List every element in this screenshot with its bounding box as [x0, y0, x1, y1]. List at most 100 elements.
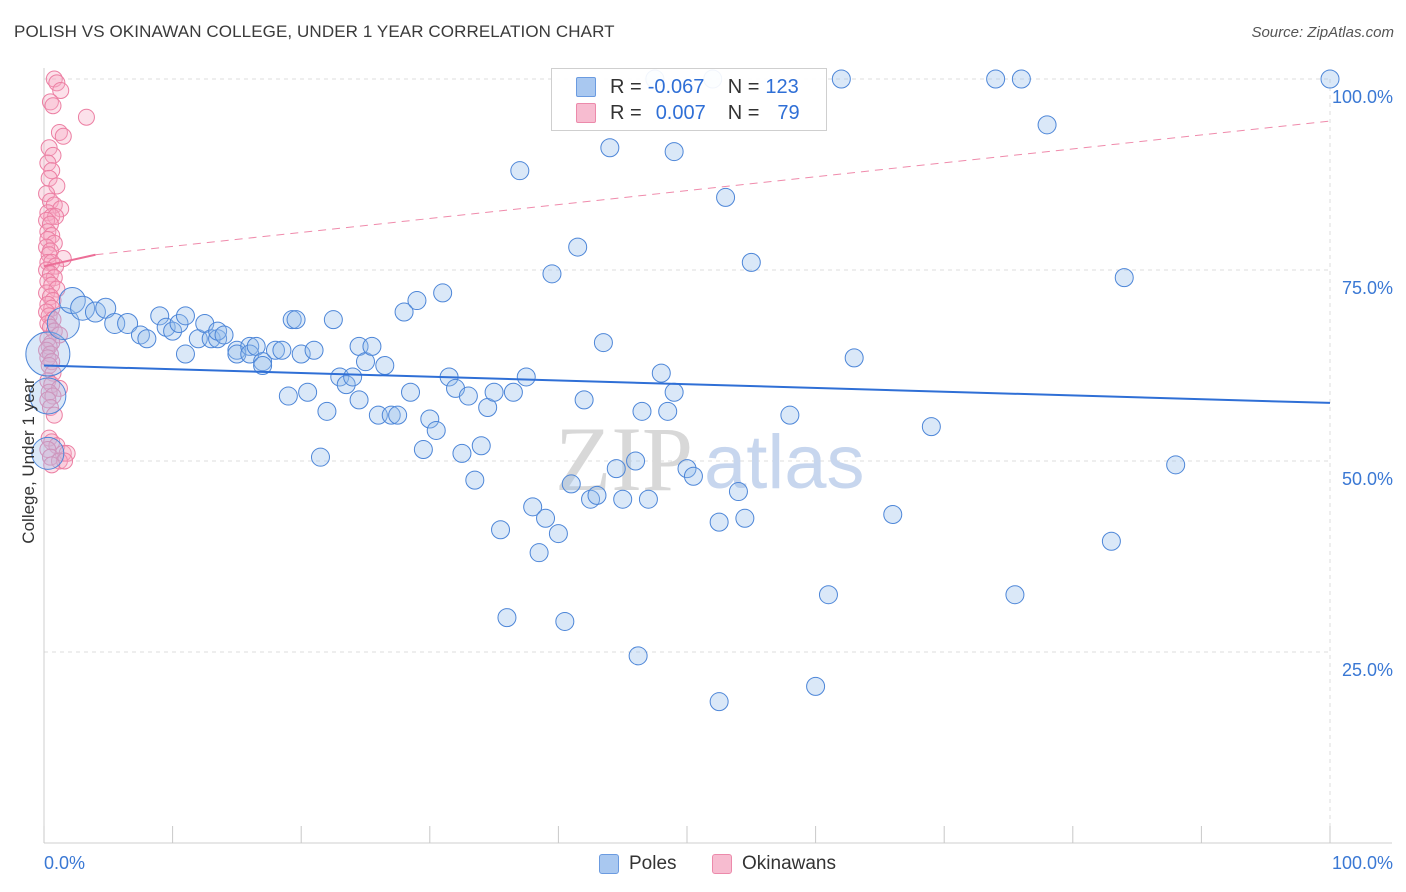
poles-point	[150, 306, 170, 326]
poles-point	[1114, 268, 1134, 288]
poles-point	[401, 382, 421, 402]
poles-point	[1101, 531, 1121, 551]
poles-point	[593, 333, 613, 353]
poles-point	[394, 302, 414, 322]
poles-point	[29, 377, 67, 415]
okinawans-swatch	[576, 103, 596, 123]
poles-point	[568, 237, 588, 257]
poles-point	[626, 451, 646, 471]
poles-point	[587, 485, 607, 505]
poles-point	[561, 474, 581, 494]
poles-point	[278, 386, 298, 406]
poles-point	[574, 390, 594, 410]
watermark-zip: ZIP	[555, 408, 693, 510]
watermark: ZIP atlas	[555, 408, 865, 510]
poles-point	[465, 470, 485, 490]
poles-point	[523, 497, 543, 517]
poles-point	[728, 482, 748, 502]
poles-point	[613, 489, 633, 509]
poles-point	[510, 161, 530, 181]
poles-point	[317, 401, 337, 421]
poles-point	[632, 401, 652, 421]
poles-point	[536, 508, 556, 528]
poles-point	[272, 340, 292, 360]
poles-point	[503, 382, 523, 402]
poles-legend-swatch	[599, 854, 619, 874]
okinawans-point	[48, 74, 66, 92]
poles-point	[323, 310, 343, 330]
poles-point	[921, 417, 941, 437]
poles-point	[831, 69, 851, 89]
poles-point	[542, 264, 562, 284]
poles-point	[240, 336, 260, 356]
poles-point	[104, 312, 126, 334]
legend-row-okinawans: R = 0.007 N = 79	[576, 100, 800, 126]
poles-point	[651, 363, 671, 383]
x-tick-label-min: 0.0%	[44, 853, 85, 873]
okinawans-n-value: 79	[777, 101, 800, 124]
poles-point	[70, 295, 96, 321]
poles-point	[986, 69, 1006, 89]
trend-lines	[43, 120, 1331, 404]
poles-point	[175, 344, 195, 364]
okinawans-trend-extension	[95, 120, 1331, 256]
poles-point	[137, 329, 157, 349]
chart-title: POLISH VS OKINAWAN COLLEGE, UNDER 1 YEAR…	[14, 22, 615, 41]
poles-point	[818, 585, 838, 605]
poles-point	[336, 375, 356, 395]
poles-point	[735, 508, 755, 528]
poles-swatch	[576, 77, 596, 97]
poles-trend-line	[43, 364, 1331, 404]
y-tick-label: 75.0%	[1342, 278, 1393, 298]
poles-point	[265, 340, 285, 360]
poles-point	[452, 443, 472, 463]
okinawans-point	[52, 81, 70, 99]
y-axis-title: College, Under 1 year	[19, 378, 38, 544]
poles-point	[664, 142, 684, 162]
poles-point	[201, 329, 221, 349]
poles-point	[677, 459, 697, 479]
poles-point	[375, 356, 395, 375]
bottom-legend-okinawans: Okinawans	[712, 851, 836, 877]
okinawans-point	[39, 154, 57, 172]
poles-point	[407, 291, 427, 311]
poles-r-value: -0.067	[647, 75, 705, 98]
poles-point	[548, 524, 568, 544]
poles-point	[458, 386, 478, 406]
poles-point	[484, 382, 504, 402]
poles-point	[664, 382, 684, 402]
poles-point	[349, 390, 369, 410]
poles-point	[1166, 455, 1186, 475]
okinawans-point	[40, 139, 58, 157]
poles-point	[638, 489, 658, 509]
poles-point	[555, 611, 575, 631]
poles-point	[310, 447, 330, 467]
okinawans-point	[44, 97, 62, 115]
y-tick-label: 25.0%	[1342, 660, 1393, 680]
poles-point	[286, 310, 306, 330]
okinawans-points	[38, 70, 95, 474]
source-label: Source: ZipAtlas.com	[1251, 24, 1394, 41]
axis-labels: 100.0% 75.0% 50.0% 25.0% 0.0% 100.0% College, …	[19, 87, 1393, 873]
poles-points	[25, 69, 1340, 712]
poles-point	[529, 543, 549, 563]
poles-point	[780, 405, 800, 425]
poles-n-value: 123	[765, 75, 799, 98]
poles-point	[600, 138, 620, 158]
okinawans-r-value: 0.007	[655, 101, 706, 124]
y-tick-label: 100.0%	[1332, 87, 1393, 107]
okinawans-legend-label: Okinawans	[742, 853, 836, 874]
poles-point	[169, 313, 189, 333]
poles-point	[606, 459, 626, 479]
poles-point	[658, 401, 678, 421]
poles-point	[471, 436, 491, 456]
n-label: N =	[727, 101, 760, 124]
poles-point	[298, 382, 318, 402]
n-label: N =	[727, 75, 760, 98]
poles-point	[46, 306, 80, 340]
poles-point	[1005, 585, 1025, 605]
poles-point	[433, 283, 453, 303]
y-tick-label: 50.0%	[1342, 469, 1393, 489]
poles-point	[709, 512, 729, 532]
